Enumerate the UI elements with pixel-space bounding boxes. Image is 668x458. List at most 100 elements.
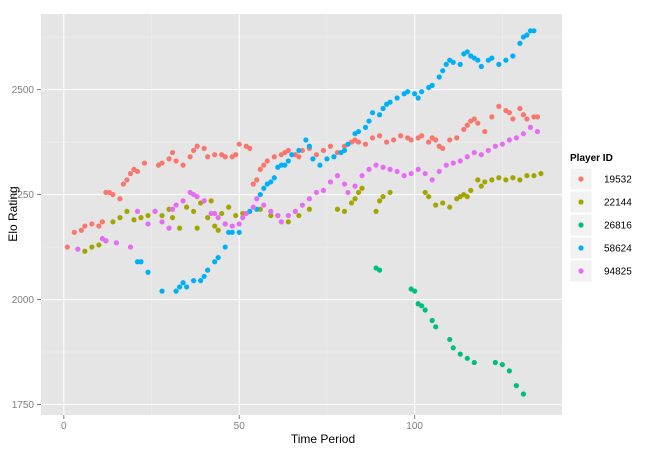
legend-label: 94825 [604,267,632,278]
legend-label: 26816 [604,221,632,232]
data-point [373,162,379,168]
series-26816 [373,265,527,397]
data-point [320,147,327,154]
data-point [124,177,130,183]
data-point [492,359,498,366]
data-point [436,168,442,175]
data-point [531,28,537,34]
data-point [510,53,516,59]
data-point [205,267,211,273]
data-point [71,229,77,235]
data-point [169,215,176,221]
data-point [394,168,400,175]
data-point [306,206,312,212]
data-point [306,143,312,149]
data-point [457,61,463,67]
data-point [222,221,228,227]
data-point [447,204,453,210]
data-point [183,204,190,210]
data-point [275,212,281,219]
data-point [145,221,151,227]
data-point [173,158,179,164]
data-point [412,288,418,294]
data-point [141,160,148,166]
data-point [236,221,242,227]
data-point [134,168,141,175]
data-point [215,215,221,221]
data-point [380,194,386,200]
data-point [205,215,211,221]
data-point [127,170,134,177]
data-point [443,162,449,168]
data-point [489,55,495,61]
data-point [482,128,488,135]
data-point [376,112,383,118]
y-tick-label: 2250 [12,190,35,201]
data-point [433,137,439,143]
data-point [222,154,228,160]
data-point [257,166,263,172]
data-point [369,110,376,116]
data-point [201,145,207,151]
data-point [187,154,193,160]
data-point [345,189,351,196]
data-point [415,166,421,172]
data-point [264,158,270,164]
data-point [78,227,84,233]
data-point [254,196,260,202]
data-point [415,95,421,101]
data-point [180,162,186,168]
data-point [471,116,477,122]
data-point [219,210,225,217]
data-point [464,122,470,128]
data-point [419,303,425,309]
data-point [433,324,439,330]
data-point [387,166,393,172]
data-point [450,59,456,65]
data-point [191,208,197,214]
data-point [75,246,81,252]
data-point [131,217,137,223]
data-point [261,202,267,208]
data-point [429,177,435,183]
data-point [376,198,383,204]
data-point [240,215,246,221]
data-point [120,181,127,187]
data-point [257,191,263,198]
data-point [247,145,253,151]
data-point [233,212,239,219]
data-point [369,135,376,141]
data-point [362,141,369,147]
data-point [222,244,228,250]
data-point [296,154,302,160]
y-axis-title: Elo Rating [6,186,20,241]
data-point [401,173,407,179]
data-point [89,221,95,227]
series-22144 [82,170,544,254]
data-point [215,254,221,261]
data-point [443,61,449,67]
data-point [82,223,88,229]
data-point [334,206,341,212]
data-point [296,212,302,219]
legend-swatch [578,245,584,251]
data-point [419,133,425,139]
data-point [352,183,358,189]
legend-label: 22144 [604,198,632,209]
data-point [534,114,541,120]
data-point [191,278,197,284]
data-point [299,202,305,208]
data-point [250,181,256,187]
data-point [478,183,484,189]
data-point [450,345,456,351]
legend-title: Player ID [570,153,613,164]
data-point [478,63,484,70]
data-point [334,173,341,179]
legend-swatch [578,222,584,228]
data-point [376,267,383,273]
data-point [383,139,390,145]
data-point [366,166,372,172]
data-point [433,202,439,208]
data-point [496,175,502,181]
data-point [464,154,470,160]
